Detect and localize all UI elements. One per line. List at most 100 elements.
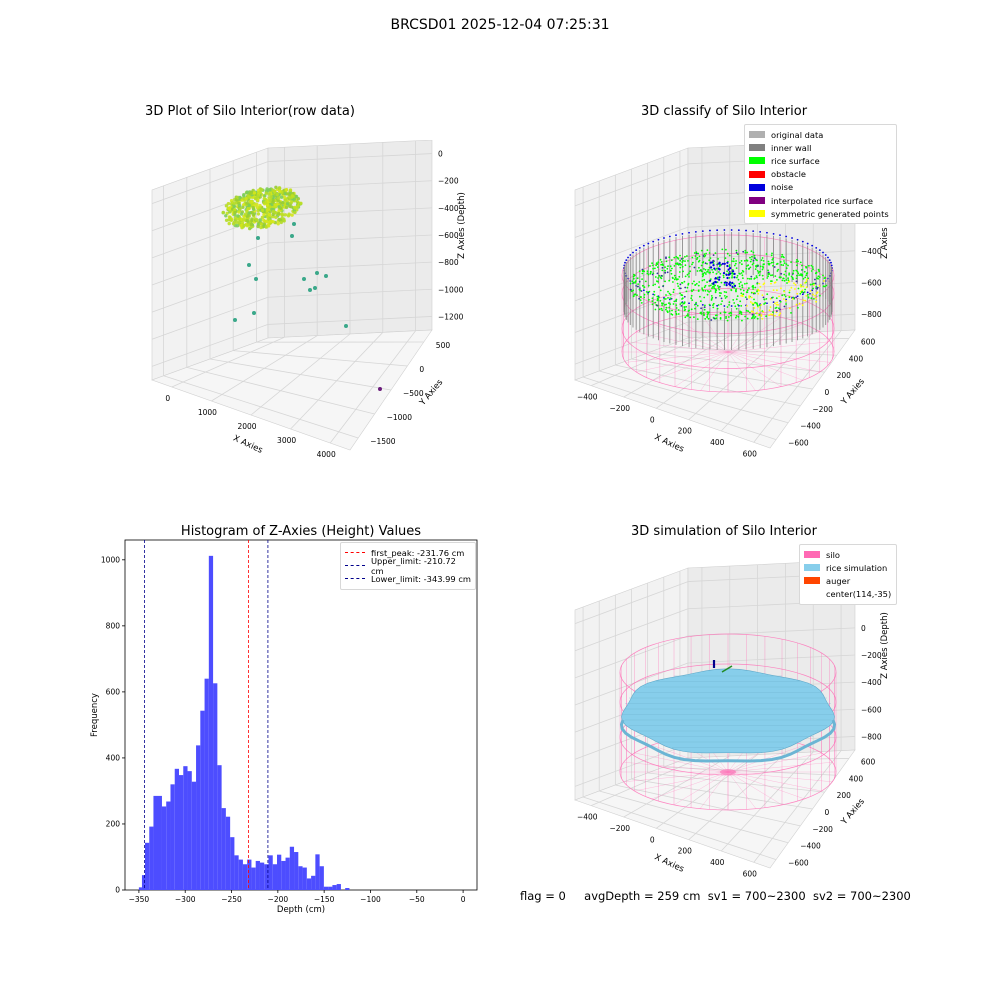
- surface-point: [704, 284, 707, 287]
- surface-point: [721, 248, 724, 251]
- surface-point: [678, 271, 681, 273]
- raw-point: [256, 194, 260, 198]
- surface-point: [749, 256, 751, 259]
- surface-point: [691, 263, 693, 266]
- wall-grid-line: [151, 324, 269, 367]
- surface-point: [678, 275, 681, 278]
- y-tick-label: −400: [800, 422, 821, 431]
- raw-point: [241, 205, 245, 209]
- surface-point: [655, 264, 657, 267]
- raw-3d-plot[interactable]: 010002000300040005000−500−1000−15000−200…: [140, 140, 500, 460]
- surface-point: [807, 296, 810, 299]
- x-tick-label: 0: [650, 835, 655, 844]
- raw-point: [283, 213, 288, 217]
- raw-point: [271, 209, 276, 214]
- z-axis-label: Z Axies (Depth): [457, 192, 467, 259]
- surface-point: [672, 281, 674, 283]
- raw-point: [255, 202, 259, 207]
- surface-point: [642, 269, 644, 272]
- raw-plot-title: 3D Plot of Silo Interior(row data): [145, 104, 355, 119]
- surface-point: [664, 298, 667, 300]
- surface-point: [817, 268, 820, 271]
- surface-point: [686, 255, 688, 257]
- legend-entry: symmetric generated points: [749, 207, 892, 220]
- surface-point: [753, 278, 756, 280]
- surface-point: [747, 310, 750, 313]
- surface-point: [728, 254, 731, 257]
- x-tick-label: −250: [221, 895, 242, 904]
- surface-point: [694, 307, 696, 310]
- surface-point: [670, 272, 673, 275]
- surface-point: [641, 278, 643, 280]
- histogram-bar: [174, 768, 179, 890]
- raw-point: [230, 201, 235, 205]
- surface-point: [808, 264, 810, 267]
- histogram-bar: [191, 781, 197, 890]
- surface-point: [807, 277, 810, 280]
- surface-point: [658, 308, 661, 311]
- raw-point: [240, 212, 244, 216]
- surface-point: [785, 263, 788, 265]
- surface-point: [700, 270, 703, 273]
- surface-point: [812, 287, 815, 290]
- x-tick-label: −150: [314, 895, 335, 904]
- surface-point: [632, 275, 635, 278]
- floor-grid-line: [631, 358, 813, 390]
- surface-point: [809, 292, 811, 295]
- surface-point: [755, 302, 758, 304]
- surface-point: [792, 278, 794, 280]
- surface-point: [725, 248, 727, 251]
- floor-grid-line: [186, 367, 375, 415]
- silo-floor-spoke: [651, 771, 729, 800]
- surface-point: [797, 272, 800, 275]
- raw-point: [224, 204, 229, 208]
- surface-point: [762, 266, 765, 269]
- surface-point: [760, 304, 762, 306]
- z-tick-label: −400: [861, 678, 882, 687]
- surface-point: [668, 292, 671, 295]
- y-tick-label: 600: [106, 687, 121, 696]
- histogram-bar: [285, 857, 290, 890]
- surface-point: [708, 285, 710, 287]
- surface-point: [737, 315, 740, 318]
- noise-point: [806, 242, 809, 245]
- depth-histogram[interactable]: −350 −300 −250 −200 −150 −100 −50 0 0 200 400 600 80…: [80, 535, 490, 920]
- surface-point: [761, 294, 764, 297]
- surface-point: [801, 289, 804, 291]
- surface-point: [815, 285, 818, 288]
- raw-point: [238, 195, 242, 200]
- surface-point: [704, 262, 707, 265]
- surface-point: [709, 271, 712, 274]
- noise-point: [638, 246, 641, 249]
- surface-point: [667, 265, 669, 267]
- silo-floor-spoke: [727, 341, 831, 353]
- raw-point: [276, 196, 281, 200]
- surface-point: [723, 311, 726, 314]
- noise-point: [712, 282, 715, 285]
- surface-point: [770, 282, 772, 285]
- histogram-bar: [200, 710, 205, 890]
- surface-point: [694, 255, 697, 257]
- silo-floor-spoke: [727, 744, 805, 773]
- surface-point: [735, 251, 738, 254]
- floor-grid-line: [631, 778, 813, 810]
- surface-point: [770, 274, 772, 277]
- surface-point: [706, 281, 708, 283]
- surface-point: [724, 297, 727, 299]
- surface-point: [778, 314, 781, 316]
- surface-point: [687, 315, 689, 317]
- z-axis-label: Z Axies (Depth): [880, 192, 890, 259]
- wall-grid-line: [151, 161, 269, 204]
- x-tick-label: −200: [609, 824, 630, 833]
- surface-point: [780, 264, 783, 266]
- floor-grid-line: [163, 375, 359, 439]
- surface-point: [689, 316, 692, 319]
- surface-point: [680, 305, 683, 307]
- surface-point: [730, 288, 733, 291]
- raw-point: [250, 200, 254, 204]
- raw-point: [258, 218, 262, 222]
- surface-point: [706, 315, 709, 318]
- surface-point: [737, 278, 740, 281]
- simulation-3d-plot[interactable]: −400 −200 0 200 400 600 600 400 200 0 −200 −400 −600…: [560, 560, 940, 880]
- wall-grid-line: [687, 313, 856, 323]
